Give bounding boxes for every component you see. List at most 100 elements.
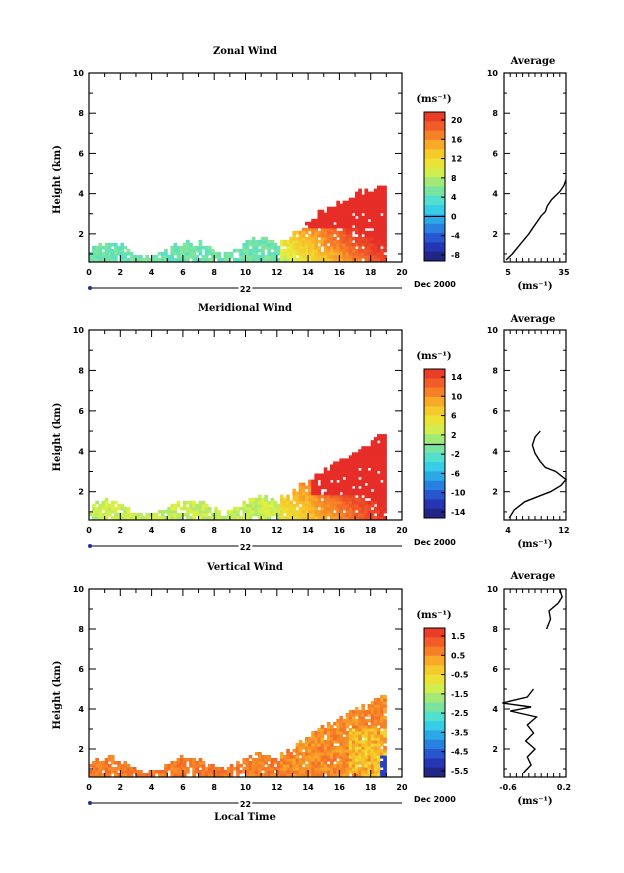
x-tick-label: 20 — [396, 268, 408, 277]
heatmap-cell — [179, 245, 184, 250]
heatmap-cell — [192, 773, 196, 777]
heatmap-cell — [298, 761, 303, 765]
heatmap-cell — [305, 255, 309, 259]
heatmap-cell — [92, 258, 96, 262]
heatmap-cell — [276, 767, 281, 771]
heatmap-cell — [270, 767, 275, 771]
heatmap-cell — [220, 767, 225, 771]
heatmap-cell — [330, 767, 334, 771]
heatmap-cell — [214, 255, 218, 259]
heatmap-cell — [355, 248, 359, 253]
heatmap-cell — [348, 509, 353, 514]
heatmap-cell — [261, 500, 265, 505]
heatmap-cell — [342, 764, 347, 768]
heatmap-cell — [176, 245, 181, 250]
heatmap-cell — [298, 494, 303, 499]
x-tick-label: 2 — [118, 526, 124, 535]
heatmap-cell — [308, 491, 312, 496]
heatmap-cell — [336, 233, 340, 238]
heatmap-cell — [314, 500, 319, 505]
heatmap-cell — [361, 449, 365, 453]
heatmap-cell — [123, 251, 128, 256]
heatmap-cell — [305, 251, 309, 256]
heatmap-cell — [95, 773, 99, 777]
heatmap-cell — [373, 743, 378, 747]
heatmap-cell — [157, 770, 162, 774]
heatmap-cell — [204, 767, 209, 771]
heatmap-cell — [326, 221, 331, 226]
heatmap-cell — [198, 764, 203, 768]
heatmap-cell — [358, 200, 362, 205]
heatmap-cell — [320, 242, 325, 247]
heatmap-cell — [145, 258, 149, 262]
heatmap-cell — [323, 218, 328, 223]
heatmap-cell — [377, 455, 381, 459]
heatmap-cell — [330, 470, 334, 475]
heatmap-cell — [361, 755, 365, 759]
heatmap-cell — [377, 491, 381, 496]
heatmap-cell — [373, 194, 378, 199]
colorbar-tick-label: -2 — [451, 450, 460, 459]
x-tick-label: 6 — [180, 783, 186, 792]
heatmap-cell — [179, 506, 184, 511]
heatmap-cell — [317, 209, 322, 214]
heatmap-cell — [95, 255, 99, 259]
heatmap-cell — [236, 770, 240, 774]
heatmap-cell — [361, 743, 365, 747]
heatmap-cell — [361, 248, 365, 253]
heatmap-cell — [361, 704, 365, 708]
colorbar-segment — [424, 214, 445, 225]
heatmap-cell — [314, 482, 319, 487]
heatmap-cell — [336, 251, 340, 256]
heatmap-cell — [364, 224, 369, 229]
heatmap-cell — [301, 746, 306, 750]
heatmap-cell — [348, 224, 353, 229]
heatmap-cell — [377, 740, 381, 744]
heatmap-cell — [373, 728, 378, 732]
colorbar-segment — [424, 205, 445, 215]
heatmap-cell — [186, 500, 190, 505]
heatmap-cell — [258, 752, 262, 756]
heatmap-cell — [333, 728, 337, 732]
heatmap-cell — [236, 761, 240, 765]
heatmap-cell — [198, 503, 203, 508]
heatmap-cell — [264, 758, 268, 762]
avg-profile-line — [502, 688, 538, 774]
heatmap-cell — [342, 473, 347, 478]
heatmap-cell — [364, 218, 369, 223]
heatmap-cell — [377, 239, 381, 244]
heatmap-cell — [120, 773, 124, 777]
heatmap-cell — [192, 509, 196, 514]
heatmap-cell — [305, 497, 309, 502]
heatmap-cell — [176, 255, 181, 259]
heatmap-cell — [308, 758, 312, 762]
heatmap-cell — [336, 734, 340, 738]
heatmap-cell — [217, 773, 221, 777]
heatmap-cell — [254, 752, 259, 756]
heatmap-cell — [245, 761, 250, 765]
heatmap-cell — [342, 767, 347, 771]
heatmap-cell — [367, 758, 372, 762]
heatmap-cell — [370, 218, 375, 223]
heatmap-cell — [320, 494, 325, 499]
heatmap-cell — [311, 749, 315, 753]
heatmap-cell — [361, 758, 365, 762]
heatmap-cell — [355, 746, 359, 750]
heatmap-cell — [308, 761, 312, 765]
heatmap-cell — [383, 248, 387, 253]
heatmap-cell — [355, 488, 359, 493]
date-label: Dec 2000 — [414, 538, 456, 547]
heatmap-cell — [358, 743, 362, 747]
colorbar-segment — [424, 758, 445, 769]
heatmap-cell — [242, 255, 247, 259]
heatmap-cell — [114, 245, 118, 250]
heatmap-cell — [358, 770, 362, 774]
heatmap-cell — [367, 764, 372, 768]
heatmap-cell — [245, 503, 250, 508]
heatmap-cell — [326, 728, 331, 732]
heatmap-cell — [345, 200, 350, 205]
heatmap-cell — [351, 206, 356, 211]
heatmap-cell — [295, 239, 300, 244]
heatmap-cell — [383, 491, 387, 496]
heatmap-cell — [292, 233, 297, 238]
